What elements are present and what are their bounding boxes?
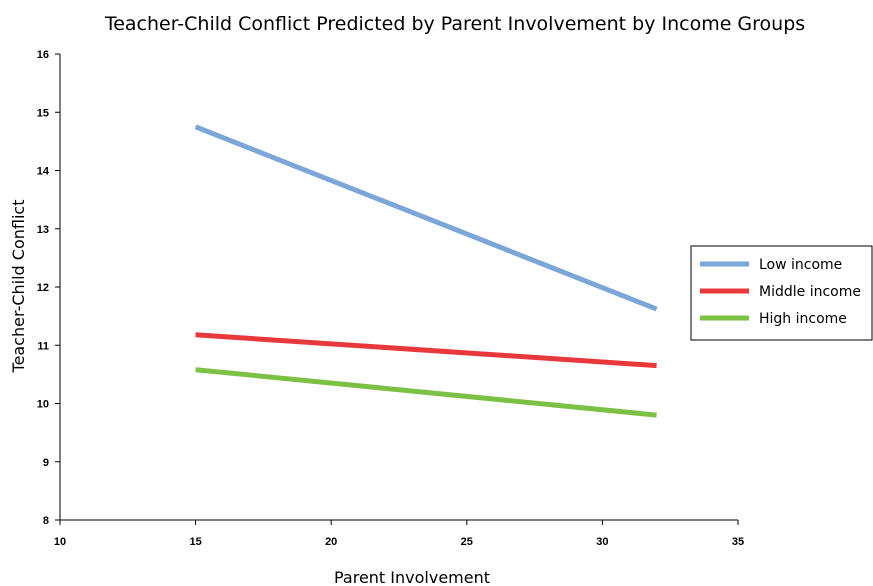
legend-label: Low income — [759, 257, 842, 273]
y-tick-label: 16 — [37, 49, 49, 61]
series-line-middle-income — [195, 332, 657, 369]
x-axis-label: Parent Involvement — [334, 568, 490, 586]
y-tick-label: 8 — [43, 515, 49, 527]
y-tick-label: 9 — [43, 457, 49, 469]
legend-label: High income — [759, 311, 847, 327]
y-tick-label: 12 — [37, 282, 49, 294]
x-tick-label: 10 — [54, 536, 66, 548]
y-axis-label: Teacher-Child Conflict — [9, 200, 28, 374]
y-tick-label: 15 — [37, 107, 49, 119]
y-tick-label: 14 — [37, 166, 50, 178]
y-ticks: 8 9 10 11 12 13 14 15 16 — [37, 49, 60, 527]
axes — [59, 54, 738, 521]
y-tick-label: 11 — [37, 340, 49, 352]
x-ticks: 10 15 20 25 30 35 — [54, 520, 744, 548]
x-tick-label: 30 — [596, 536, 608, 548]
y-tick-label: 10 — [37, 399, 49, 411]
series-line-low-income — [194, 124, 658, 312]
x-tick-label: 25 — [461, 536, 473, 548]
legend: Low income Middle income High income — [690, 245, 873, 341]
x-tick-label: 35 — [732, 536, 744, 548]
series-line-high-income — [195, 367, 657, 418]
legend-label: Middle income — [759, 284, 861, 300]
y-tick-label: 13 — [37, 224, 49, 236]
series-group — [194, 124, 658, 418]
chart-title: Teacher-Child Conflict Predicted by Pare… — [104, 13, 805, 35]
x-tick-label: 15 — [189, 536, 201, 548]
x-tick-label: 20 — [325, 536, 337, 548]
